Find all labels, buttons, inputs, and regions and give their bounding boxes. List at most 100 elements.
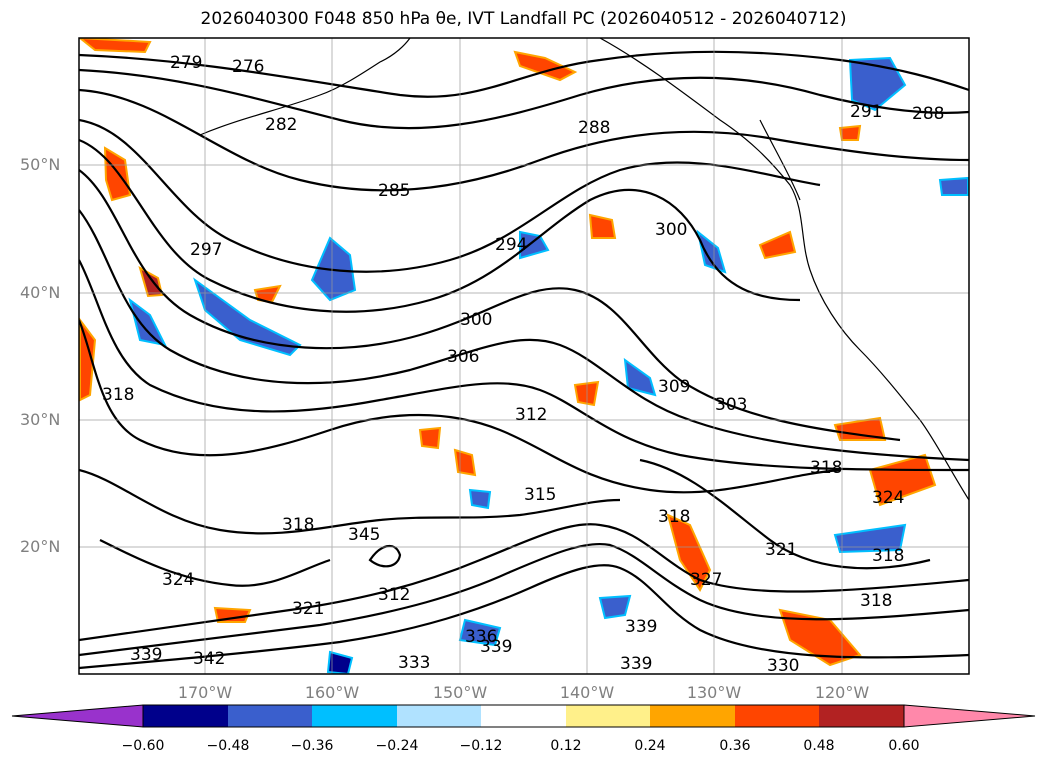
shade-blob — [519, 230, 550, 260]
contour-label: 279 — [170, 53, 202, 73]
contour-label: 327 — [690, 570, 722, 590]
coastline — [759, 119, 801, 201]
contour-label: 336 — [465, 627, 497, 647]
contour-layer — [79, 50, 969, 670]
contour-line — [79, 319, 841, 494]
lat-label: 30°N — [20, 410, 61, 429]
colorbar-tick-label: 0.24 — [634, 738, 666, 754]
contour-label: 318 — [282, 515, 314, 535]
shade-blob — [128, 297, 167, 347]
contour-label: 342 — [193, 649, 225, 669]
colorbar-tick-label: −0.36 — [290, 738, 334, 754]
colorbar-extend-low — [11, 704, 144, 728]
contour-label: 297 — [190, 240, 222, 260]
shade-blob — [848, 56, 907, 112]
contour-line — [79, 138, 801, 313]
colorbar-tick-label: −0.60 — [121, 738, 165, 754]
contour-label: 339 — [480, 637, 512, 657]
colorbar-tick-label: 0.48 — [803, 738, 835, 754]
contour-line — [79, 523, 969, 642]
contour-label: 321 — [292, 599, 324, 619]
lon-label: 160°W — [304, 683, 360, 702]
colorbar-tick-label: 0.36 — [719, 738, 751, 754]
contour-label: 321 — [765, 540, 797, 560]
colorbar-frame — [142, 704, 905, 728]
contour-label: 333 — [398, 653, 430, 673]
colorbar-tick-label: 0.60 — [888, 738, 920, 754]
contour-label: 318 — [658, 507, 690, 527]
colorbar-segment — [819, 705, 904, 727]
contour-line — [79, 468, 621, 535]
lat-label: 20°N — [20, 537, 61, 556]
shade-blob — [598, 594, 632, 620]
shade-blob — [468, 488, 492, 510]
contour-line — [79, 169, 901, 442]
lat-label: 40°N — [20, 283, 61, 302]
colorbar-segment — [228, 705, 312, 727]
contour-label: 318 — [810, 458, 842, 478]
contour-label: 300 — [655, 220, 687, 240]
coastline — [199, 38, 411, 136]
shade-blob — [458, 618, 502, 647]
contour-line — [79, 259, 969, 472]
contour-label: 330 — [767, 656, 799, 676]
contour-label: 318 — [872, 546, 904, 566]
contour-label: 309 — [658, 377, 690, 397]
contour-label: 306 — [447, 347, 479, 367]
contour-label: 276 — [232, 57, 264, 77]
colorbar-tick-label: −0.24 — [375, 738, 419, 754]
shade-blob — [666, 513, 712, 592]
contour-label: 300 — [460, 310, 492, 330]
contour-label: 312 — [515, 405, 547, 425]
contour-label: 294 — [495, 235, 527, 255]
map-background — [79, 38, 969, 674]
shade-blob — [418, 426, 442, 450]
contour-label: 324 — [872, 488, 904, 508]
lat-label: 50°N — [20, 155, 61, 174]
contour-label: 291 — [850, 102, 882, 122]
contour-label: 303 — [715, 395, 747, 415]
colorbar-segment — [143, 705, 228, 727]
contour-label: 339 — [620, 654, 652, 674]
contour-label: 339 — [625, 617, 657, 637]
contour-label: 288 — [578, 118, 610, 138]
shade-blob — [79, 38, 152, 54]
shading-layer — [79, 38, 969, 674]
colorbar-segment — [312, 705, 397, 727]
colorbar-extend-high — [903, 704, 1036, 728]
lon-label: 120°W — [814, 683, 870, 702]
colorbar-segment — [397, 705, 481, 727]
shade-blob — [79, 317, 97, 402]
contour-line — [79, 564, 969, 670]
lon-label: 170°W — [177, 683, 233, 702]
contour-line — [79, 543, 969, 657]
colorbar-segment — [481, 705, 566, 727]
contour-label: 345 — [348, 525, 380, 545]
shade-blob — [696, 229, 727, 274]
contour-line — [79, 118, 821, 273]
colorbar-tick-label: −0.12 — [459, 738, 503, 754]
map-frame — [78, 37, 970, 675]
contour-label: 324 — [162, 570, 194, 590]
contour-line — [368, 544, 402, 568]
contour-line — [79, 68, 969, 130]
contour-line — [79, 50, 969, 98]
shade-blob — [138, 265, 164, 298]
colorbar-tick-label: −0.48 — [206, 738, 250, 754]
shade-blob — [838, 124, 862, 141]
lon-label: 140°W — [559, 683, 615, 702]
map-title: 2026040300 F048 850 hPa θe, IVT Landfall… — [200, 9, 847, 29]
contour-label: 312 — [378, 585, 410, 605]
lon-label: 130°W — [686, 683, 742, 702]
shade-blob — [513, 50, 578, 82]
shade-blob — [623, 357, 657, 397]
contour-label: 288 — [912, 104, 944, 124]
colorbar-segment — [566, 705, 650, 727]
colorbar-segment — [650, 705, 735, 727]
contour-label: 285 — [378, 181, 410, 201]
lon-label: 150°W — [432, 683, 488, 702]
shade-blob — [833, 523, 907, 554]
contour-line — [79, 88, 969, 192]
contour-line — [639, 458, 931, 570]
